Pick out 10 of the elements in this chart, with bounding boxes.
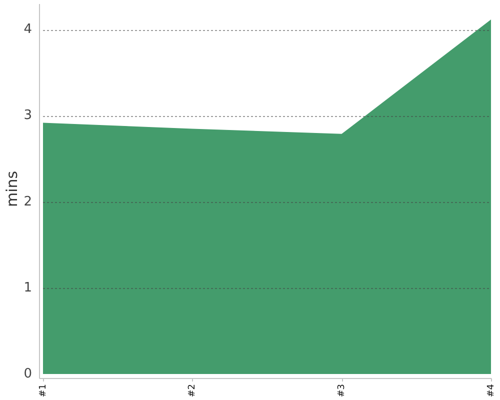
y-tick-label: 0	[24, 366, 32, 382]
y-tick-label: 4	[24, 22, 32, 38]
y-tick-label: 1	[24, 280, 32, 296]
y-axis-title: mins	[2, 170, 21, 208]
x-tick-label: #3	[337, 384, 348, 398]
y-tick-label: 3	[24, 108, 32, 124]
y-tick-label: 2	[24, 194, 32, 210]
x-tick-label: #2	[188, 384, 198, 398]
x-tick-label: #4	[486, 384, 496, 398]
x-tick-label: #1	[38, 384, 48, 398]
